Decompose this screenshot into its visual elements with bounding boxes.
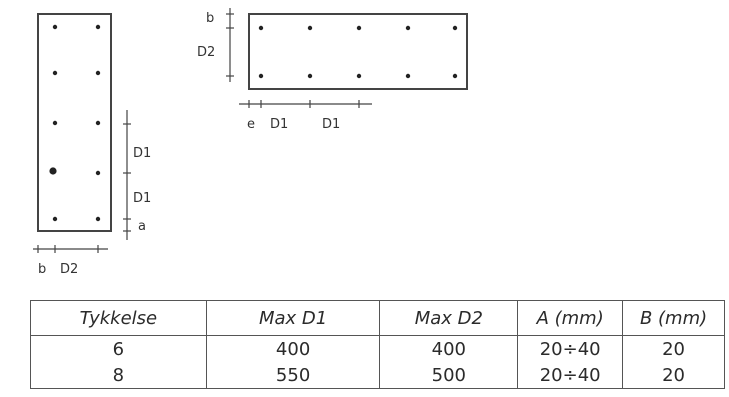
header-max-d2: Max D2 [379, 300, 519, 336]
plate-vertical-dimension-line [226, 8, 234, 82]
header-tykkelse: Tykkelse [30, 300, 207, 336]
table-row: 8 550 500 20÷40 20 [30, 362, 725, 389]
plate-diagrams: D1 D1 a b D2 [33, 8, 468, 277]
plate-horizontal-dimension-line [239, 100, 372, 108]
dim-label-e: e [247, 117, 255, 132]
dim-label-a: a [138, 219, 146, 234]
dim-label-d2-right: D2 [197, 45, 215, 60]
bolt-hole [52, 216, 58, 222]
table-cell: 6 [30, 335, 207, 362]
dim-label-d2: D2 [60, 262, 78, 277]
header-a-mm: A (mm) [517, 300, 624, 336]
table-cell: 20 [622, 362, 725, 389]
dim-label-d1-second: D1 [322, 117, 340, 132]
bolt-hole [258, 73, 264, 79]
table-cell: 8 [30, 362, 207, 389]
table-cell: 20÷40 [517, 362, 624, 389]
vertical-plate-bolt-holes [49, 24, 101, 222]
vertical-plate-outline [37, 13, 112, 232]
bolt-hole [356, 73, 362, 79]
table-cell: 400 [205, 335, 381, 362]
bolt-hole [95, 216, 101, 222]
header-b-mm: B (mm) [622, 300, 725, 336]
bolt-hole [52, 24, 58, 30]
bolt-hole [405, 25, 411, 31]
bolt-hole [49, 167, 57, 175]
dim-label-d1-lower: D1 [133, 191, 151, 206]
vertical-plate-diagram: D1 D1 a b D2 [33, 13, 151, 277]
bolt-hole [356, 25, 362, 31]
table-row: 6 400 400 20÷40 20 [30, 335, 725, 362]
bolt-hole [95, 170, 101, 176]
horizontal-plate-outline [248, 13, 468, 90]
bolt-hole [307, 25, 313, 31]
horizontal-dimension-line [33, 245, 108, 253]
table-cell: 20 [622, 335, 725, 362]
bolt-hole [95, 24, 101, 30]
bolt-hole [307, 73, 313, 79]
dim-label-b-right: b [206, 11, 214, 26]
bolt-hole [405, 73, 411, 79]
bolt-hole [52, 70, 58, 76]
vertical-dimension-line [123, 110, 131, 240]
table-cell: 550 [205, 362, 381, 389]
bolt-hole [95, 70, 101, 76]
table-cell: 20÷40 [517, 335, 624, 362]
dim-label-d1-first: D1 [270, 117, 288, 132]
bolt-hole [52, 120, 58, 126]
horizontal-plate-bolt-holes [258, 25, 458, 79]
dim-label-d1-upper: D1 [133, 146, 151, 161]
bolt-hole [452, 73, 458, 79]
table-cell: 500 [379, 362, 519, 389]
bolt-hole [452, 25, 458, 31]
bolt-hole [95, 120, 101, 126]
dim-label-b: b [38, 262, 46, 277]
header-max-d1: Max D1 [205, 300, 381, 336]
horizontal-plate-diagram: b D2 e D1 D1 [197, 8, 468, 132]
table-header-row: Tykkelse Max D1 Max D2 A (mm) B (mm) [30, 300, 725, 336]
bolt-hole [258, 25, 264, 31]
spec-table: Tykkelse Max D1 Max D2 A (mm) B (mm) 6 4… [30, 300, 725, 389]
table-cell: 400 [379, 335, 519, 362]
